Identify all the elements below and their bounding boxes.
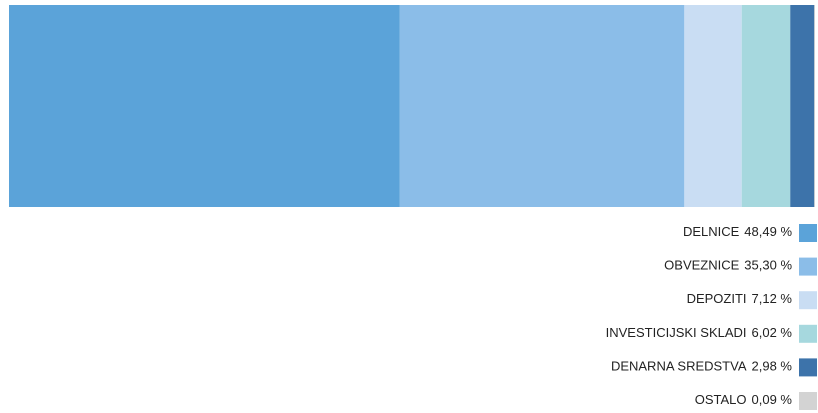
legend-value: 2,98 % — [752, 359, 793, 374]
bar-segment — [9, 5, 400, 207]
legend-swatch — [799, 291, 817, 310]
legend-value: 0,09 % — [752, 392, 793, 407]
legend-label: DELNICE 48,49 % — [683, 224, 793, 239]
legend-name: OBVEZNICE — [664, 258, 739, 273]
legend-swatch — [799, 257, 817, 276]
legend-name: DEPOZITI — [687, 292, 747, 307]
legend-swatch — [799, 324, 817, 343]
legend-value: 35,30 % — [744, 258, 792, 273]
bar-segment — [814, 5, 815, 207]
legend-swatch — [799, 224, 817, 242]
legend-label: DEPOZITI 7,12 % — [687, 292, 793, 307]
legend-value: 7,12 % — [752, 292, 793, 307]
legend-swatch — [799, 358, 817, 377]
legend-label: OBVEZNICE 35,30 % — [664, 258, 792, 273]
legend-label: OSTALO 0,09 % — [695, 392, 793, 407]
bar-segment — [741, 5, 791, 207]
legend-name: DELNICE — [683, 224, 740, 239]
legend-name: INVESTICIJSKI SKLADI — [606, 325, 747, 340]
legend-label: DENARNA SREDSTVA 2,98 % — [611, 359, 792, 374]
legend-swatch — [799, 392, 817, 410]
bar-segment — [399, 5, 685, 207]
legend-label: INVESTICIJSKI SKLADI 6,02 % — [606, 325, 793, 340]
legend-name: OSTALO — [695, 392, 747, 407]
legend-name: DENARNA SREDSTVA — [611, 359, 747, 374]
legend-value: 48,49 % — [744, 224, 792, 239]
legend-value: 6,02 % — [752, 325, 793, 340]
bar-segment — [790, 5, 815, 207]
bar-segment — [684, 5, 742, 207]
